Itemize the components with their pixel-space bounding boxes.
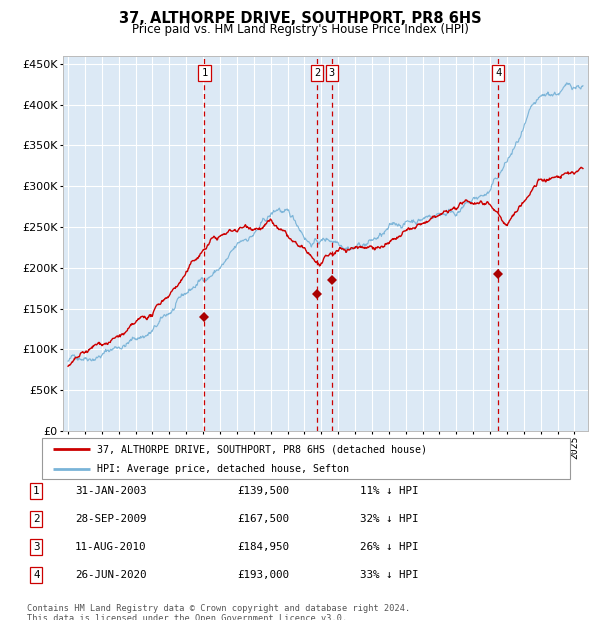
- Text: 4: 4: [495, 68, 502, 78]
- FancyBboxPatch shape: [42, 438, 570, 479]
- Text: 37, ALTHORPE DRIVE, SOUTHPORT, PR8 6HS: 37, ALTHORPE DRIVE, SOUTHPORT, PR8 6HS: [119, 11, 481, 25]
- Text: 37, ALTHORPE DRIVE, SOUTHPORT, PR8 6HS (detached house): 37, ALTHORPE DRIVE, SOUTHPORT, PR8 6HS (…: [97, 444, 427, 454]
- Text: 26% ↓ HPI: 26% ↓ HPI: [360, 542, 419, 552]
- Text: 3: 3: [328, 68, 335, 78]
- Text: 26-JUN-2020: 26-JUN-2020: [75, 570, 146, 580]
- Text: £193,000: £193,000: [237, 570, 289, 580]
- Text: 11-AUG-2010: 11-AUG-2010: [75, 542, 146, 552]
- Text: 2: 2: [33, 514, 40, 524]
- Text: 33% ↓ HPI: 33% ↓ HPI: [360, 570, 419, 580]
- Text: 32% ↓ HPI: 32% ↓ HPI: [360, 514, 419, 524]
- Text: 1: 1: [202, 68, 208, 78]
- Text: 31-JAN-2003: 31-JAN-2003: [75, 486, 146, 496]
- Text: Price paid vs. HM Land Registry's House Price Index (HPI): Price paid vs. HM Land Registry's House …: [131, 23, 469, 36]
- Text: £139,500: £139,500: [237, 486, 289, 496]
- Text: 11% ↓ HPI: 11% ↓ HPI: [360, 486, 419, 496]
- Text: HPI: Average price, detached house, Sefton: HPI: Average price, detached house, Seft…: [97, 464, 349, 474]
- Text: 3: 3: [33, 542, 40, 552]
- Text: £167,500: £167,500: [237, 514, 289, 524]
- Text: Contains HM Land Registry data © Crown copyright and database right 2024.
This d: Contains HM Land Registry data © Crown c…: [27, 604, 410, 620]
- Text: 1: 1: [33, 486, 40, 496]
- Text: £184,950: £184,950: [237, 542, 289, 552]
- Text: 4: 4: [33, 570, 40, 580]
- Text: 2: 2: [314, 68, 320, 78]
- Text: 28-SEP-2009: 28-SEP-2009: [75, 514, 146, 524]
